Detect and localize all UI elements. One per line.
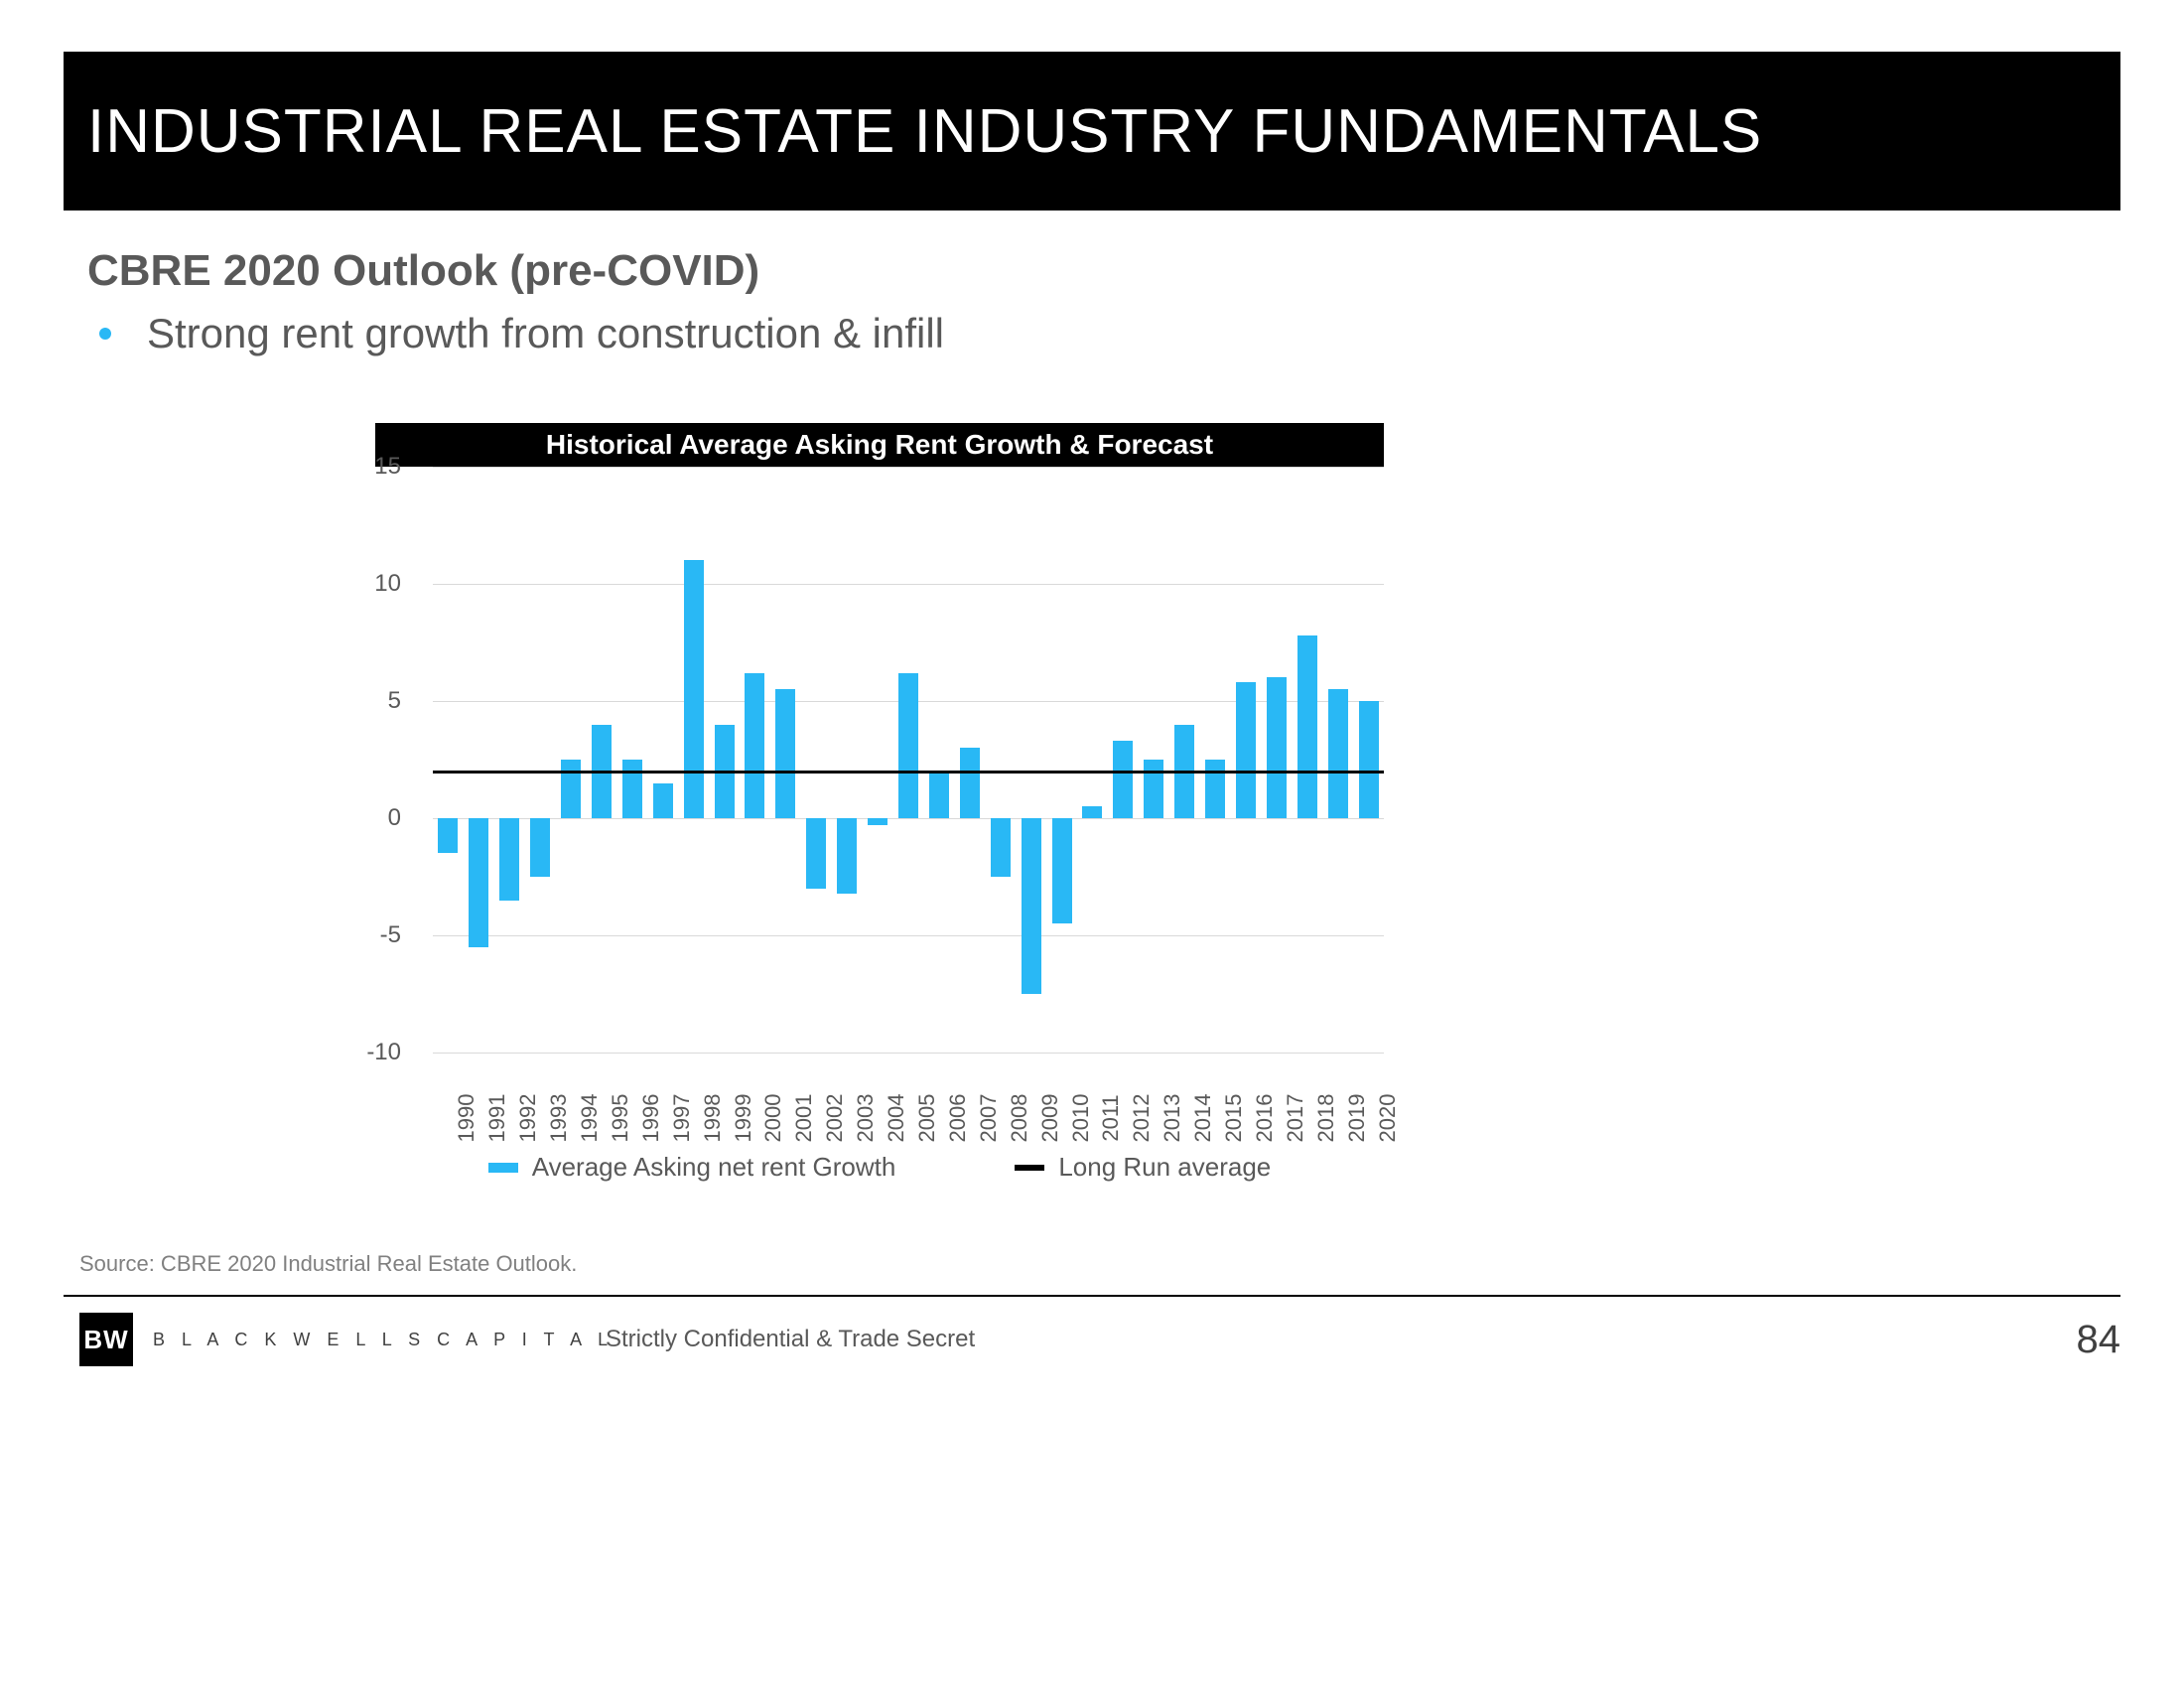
x-tick-label: 2008 <box>1007 1094 1032 1143</box>
bar <box>960 748 980 818</box>
legend-swatch-bar-icon <box>488 1163 518 1173</box>
x-tick-label: 2001 <box>791 1094 817 1143</box>
bar <box>438 818 458 853</box>
x-tick-label: 2011 <box>1098 1094 1124 1141</box>
bar <box>1022 818 1041 994</box>
legend-swatch-line-icon <box>1015 1165 1044 1171</box>
source-note: Source: CBRE 2020 Industrial Real Estate… <box>79 1251 577 1277</box>
bar <box>806 818 826 889</box>
x-tick-label: 2014 <box>1190 1094 1216 1143</box>
x-tick-label: 2012 <box>1129 1094 1155 1143</box>
x-tick-label: 1996 <box>638 1094 664 1143</box>
bar <box>775 689 795 818</box>
chart: -10-5051015 1990199119921993199419951996… <box>375 467 1384 1138</box>
x-tick-label: 2018 <box>1313 1094 1339 1143</box>
title-bar: INDUSTRIAL REAL ESTATE INDUSTRY FUNDAMEN… <box>64 52 2120 211</box>
confidential-label: Strictly Confidential & Trade Secret <box>606 1326 975 1353</box>
y-tick-label: -5 <box>341 921 401 949</box>
bar <box>530 818 550 877</box>
chart-title: Historical Average Asking Rent Growth & … <box>546 429 1213 461</box>
x-tick-label: 1998 <box>700 1094 726 1143</box>
bar <box>622 760 642 818</box>
bar <box>561 760 581 818</box>
x-tick-label: 2016 <box>1252 1094 1278 1143</box>
x-tick-label: 2020 <box>1375 1094 1401 1143</box>
x-tick-label: 2007 <box>976 1094 1002 1143</box>
legend: Average Asking net rent Growth Long Run … <box>375 1152 1384 1183</box>
legend-label-series: Average Asking net rent Growth <box>532 1152 896 1183</box>
footer: BW B L A C K W E L L S C A P I T A L Str… <box>79 1313 2120 1366</box>
x-tick-label: 2003 <box>853 1094 879 1143</box>
bar <box>469 818 488 947</box>
bar <box>1052 818 1072 923</box>
x-tick-label: 1990 <box>454 1094 479 1143</box>
x-tick-label: 2009 <box>1037 1094 1063 1143</box>
slide-title: INDUSTRIAL REAL ESTATE INDUSTRY FUNDAMEN… <box>87 96 1762 167</box>
bar <box>1144 760 1163 818</box>
bar <box>868 818 887 825</box>
bar <box>1236 682 1256 818</box>
legend-item-longrun: Long Run average <box>1015 1152 1271 1183</box>
company-logo-icon: BW <box>79 1313 133 1366</box>
bar <box>898 673 918 818</box>
company-name: B L A C K W E L L S C A P I T A L <box>153 1330 614 1350</box>
x-tick-label: 1999 <box>731 1094 756 1143</box>
bullet-row: Strong rent growth from construction & i… <box>99 310 944 357</box>
chart-title-bar: Historical Average Asking Rent Growth & … <box>375 423 1384 467</box>
bar <box>1113 741 1133 818</box>
x-axis-labels: 1990199119921993199419951996199719981999… <box>375 1058 1384 1138</box>
bars-container <box>433 467 1384 1053</box>
footer-rule <box>64 1295 2120 1297</box>
x-tick-label: 2000 <box>760 1094 786 1143</box>
x-tick-label: 2005 <box>914 1094 940 1143</box>
legend-item-series: Average Asking net rent Growth <box>488 1152 896 1183</box>
x-tick-label: 1992 <box>515 1094 541 1143</box>
plot-area: -10-5051015 <box>375 467 1384 1053</box>
x-tick-label: 1995 <box>608 1094 633 1143</box>
bar <box>991 818 1011 877</box>
bar <box>1205 760 1225 818</box>
bar <box>684 560 704 818</box>
x-tick-label: 2004 <box>884 1094 909 1143</box>
bar <box>1328 689 1348 818</box>
gridline <box>433 1053 1384 1054</box>
bullet-dot-icon <box>99 328 111 340</box>
x-tick-label: 2019 <box>1344 1094 1370 1143</box>
bar <box>1267 677 1287 818</box>
bar <box>929 772 949 818</box>
legend-label-longrun: Long Run average <box>1058 1152 1271 1183</box>
x-tick-label: 1993 <box>546 1094 572 1143</box>
y-tick-label: 15 <box>341 453 401 481</box>
y-tick-label: 5 <box>341 687 401 715</box>
subtitle: CBRE 2020 Outlook (pre-COVID) <box>87 246 759 296</box>
bar <box>653 783 673 818</box>
x-tick-label: 2015 <box>1221 1094 1247 1143</box>
x-tick-label: 1994 <box>577 1094 603 1143</box>
x-tick-label: 2010 <box>1068 1094 1094 1143</box>
bar <box>1082 806 1102 818</box>
bullet-text: Strong rent growth from construction & i… <box>147 310 944 357</box>
x-tick-label: 2002 <box>822 1094 848 1143</box>
y-tick-label: 0 <box>341 804 401 832</box>
long-run-average-line <box>433 771 1384 774</box>
bar <box>745 673 764 818</box>
x-tick-label: 2006 <box>945 1094 971 1143</box>
bar <box>499 818 519 901</box>
page-number: 84 <box>2077 1318 2121 1362</box>
x-tick-label: 2013 <box>1160 1094 1185 1143</box>
x-tick-label: 2017 <box>1283 1094 1308 1143</box>
bar <box>1297 635 1317 818</box>
y-tick-label: 10 <box>341 570 401 598</box>
x-tick-label: 1991 <box>484 1094 510 1143</box>
x-tick-label: 1997 <box>669 1094 695 1143</box>
bar <box>837 818 857 894</box>
bar <box>1359 701 1379 818</box>
